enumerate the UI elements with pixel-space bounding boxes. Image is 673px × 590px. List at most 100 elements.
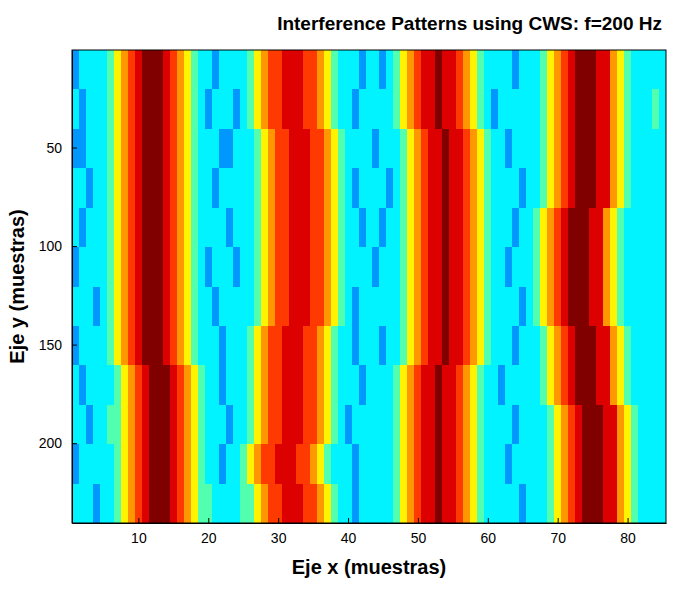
y-tick-label: 150 xyxy=(39,337,63,353)
cell xyxy=(233,208,240,247)
cell xyxy=(296,287,303,326)
cell xyxy=(345,50,352,89)
cell xyxy=(93,405,100,444)
cell xyxy=(149,405,156,444)
cell xyxy=(372,405,379,444)
cell xyxy=(463,129,470,168)
cell xyxy=(331,405,338,444)
cell xyxy=(114,168,121,207)
cell xyxy=(512,287,519,326)
cell xyxy=(184,365,191,404)
cell xyxy=(317,287,324,326)
cell xyxy=(372,89,379,128)
cell xyxy=(86,365,93,404)
x-tick: 60 xyxy=(481,518,497,546)
cell xyxy=(631,365,638,404)
cell xyxy=(603,405,610,444)
cell xyxy=(149,50,156,89)
y-tick: 100 xyxy=(39,238,77,254)
cell xyxy=(135,365,142,404)
cell xyxy=(603,365,610,404)
cell xyxy=(477,444,484,483)
cell xyxy=(379,326,386,365)
cell xyxy=(491,50,498,89)
cell xyxy=(359,247,366,286)
cell xyxy=(484,365,491,404)
cell xyxy=(519,208,526,247)
cell xyxy=(79,365,86,404)
cell xyxy=(289,444,296,483)
cell xyxy=(540,365,547,404)
cell xyxy=(128,50,135,89)
cell xyxy=(533,484,540,523)
cell xyxy=(456,484,463,523)
cell xyxy=(275,405,282,444)
cell xyxy=(352,89,359,128)
cell xyxy=(449,168,456,207)
cell xyxy=(526,208,533,247)
cell xyxy=(379,405,386,444)
cell xyxy=(345,247,352,286)
cell xyxy=(484,444,491,483)
cell xyxy=(275,129,282,168)
cell xyxy=(296,326,303,365)
cell xyxy=(442,168,449,207)
cell xyxy=(470,247,477,286)
cell xyxy=(386,247,393,286)
cell xyxy=(379,168,386,207)
cell xyxy=(414,444,421,483)
cell xyxy=(407,365,414,404)
cell xyxy=(233,168,240,207)
cell xyxy=(428,247,435,286)
cell xyxy=(554,484,561,523)
cell xyxy=(100,129,107,168)
cell xyxy=(379,129,386,168)
cell xyxy=(142,365,149,404)
cell xyxy=(156,484,163,523)
cell xyxy=(107,365,114,404)
cell xyxy=(107,208,114,247)
cell xyxy=(449,247,456,286)
cell xyxy=(149,129,156,168)
cell xyxy=(226,168,233,207)
cell xyxy=(407,326,414,365)
cell xyxy=(547,365,554,404)
cell xyxy=(400,89,407,128)
cell xyxy=(177,129,184,168)
cell xyxy=(400,287,407,326)
cell xyxy=(526,247,533,286)
cell xyxy=(282,50,289,89)
cell xyxy=(498,444,505,483)
cell xyxy=(282,444,289,483)
cell xyxy=(254,287,261,326)
cell xyxy=(142,405,149,444)
cell xyxy=(268,89,275,128)
y-tick-mark xyxy=(72,345,77,346)
cell xyxy=(519,89,526,128)
cell xyxy=(645,50,652,89)
x-tick-label: 50 xyxy=(411,530,427,546)
cell xyxy=(379,484,386,523)
cell xyxy=(317,405,324,444)
cell xyxy=(240,484,247,523)
cell xyxy=(582,89,589,128)
cell xyxy=(421,365,428,404)
cell xyxy=(554,287,561,326)
cell xyxy=(184,326,191,365)
cell xyxy=(121,405,128,444)
cell xyxy=(240,89,247,128)
cell xyxy=(407,208,414,247)
cell xyxy=(498,129,505,168)
cell xyxy=(386,287,393,326)
cell xyxy=(121,444,128,483)
cell xyxy=(575,89,582,128)
cell xyxy=(484,247,491,286)
cell xyxy=(547,168,554,207)
cell xyxy=(645,484,652,523)
cell xyxy=(400,405,407,444)
cell xyxy=(324,365,331,404)
y-tick: 150 xyxy=(39,337,77,353)
cell xyxy=(617,444,624,483)
cell xyxy=(72,247,79,286)
cell xyxy=(526,405,533,444)
